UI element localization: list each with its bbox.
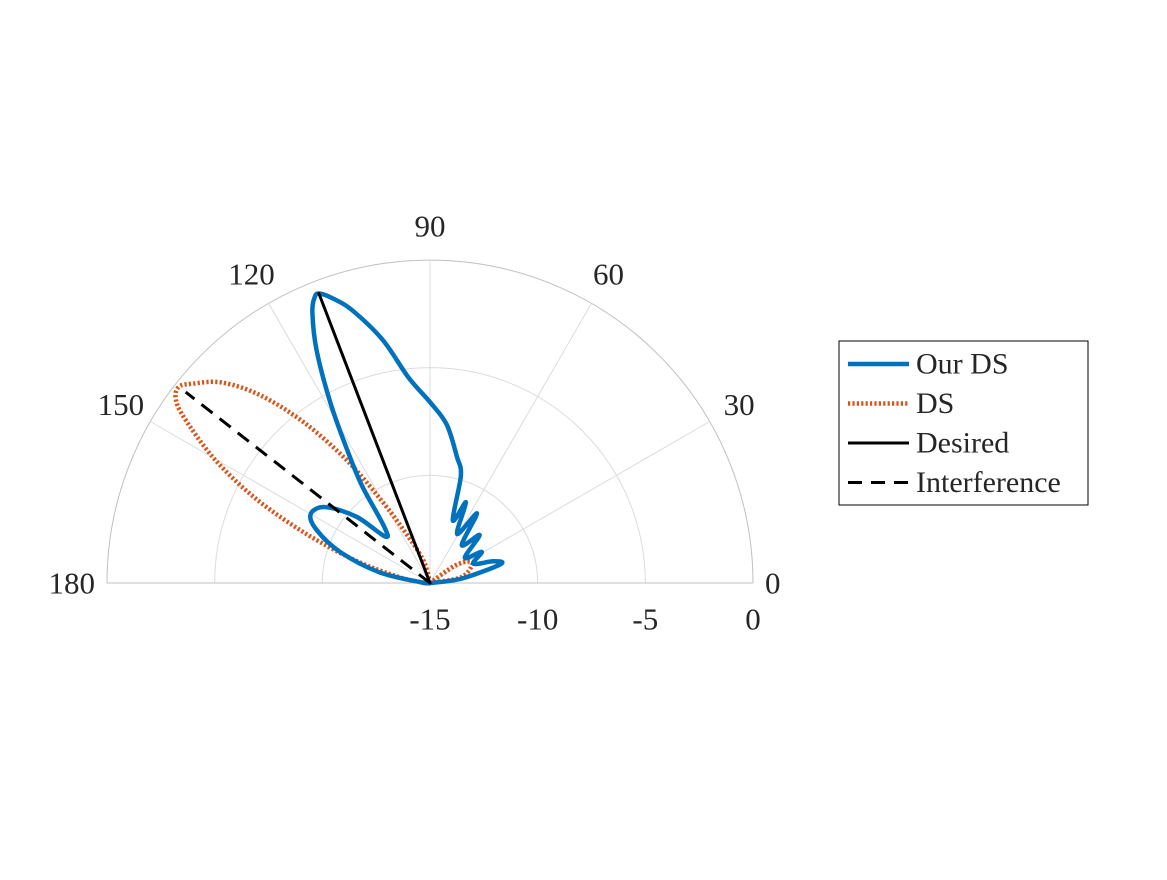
series-line-our-ds — [308, 291, 505, 586]
series-layer — [173, 291, 505, 587]
legend-label-interference: Interference — [916, 466, 1061, 499]
theta-tick-label-150: 150 — [98, 387, 145, 422]
polar-grid — [106, 259, 754, 584]
series-line-ds — [173, 379, 475, 587]
legend-label-ds: DS — [916, 387, 954, 420]
theta-tick-label-30: 30 — [724, 387, 755, 422]
theta-tick-label-90: 90 — [415, 209, 446, 244]
theta-tick-label-120: 120 — [228, 256, 275, 291]
series-line-interference — [184, 390, 431, 585]
r-tick-label-0: -15 — [409, 602, 450, 637]
r-tick-label-2: -5 — [632, 602, 658, 637]
grid-spoke-2 — [429, 303, 592, 584]
grid-spoke-1 — [429, 421, 710, 584]
legend: Our DS DS Desired Interference — [838, 340, 1089, 506]
legend-label-desired: Desired — [916, 427, 1009, 460]
r-tick-label-3: 0 — [745, 602, 761, 637]
tick-labels: 0 30 60 90 120 150 180 -15 -10 -5 0 — [49, 209, 781, 637]
series-line-desired — [317, 292, 432, 585]
theta-tick-label-60: 60 — [593, 256, 624, 291]
legend-box — [838, 340, 1089, 506]
theta-tick-label-0: 0 — [765, 566, 781, 601]
r-tick-label-1: -10 — [517, 602, 558, 637]
grid-spoke-4 — [268, 303, 431, 584]
theta-tick-label-180: 180 — [49, 566, 96, 601]
legend-label-our-ds: Our DS — [916, 348, 1009, 381]
grid-spoke-5 — [150, 421, 431, 584]
